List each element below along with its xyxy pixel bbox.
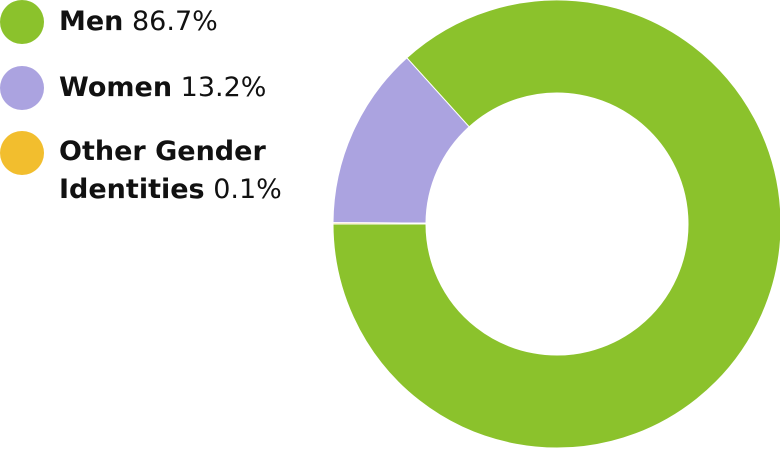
slice-men <box>332 0 780 449</box>
legend-value-other-gender-identities: 0.1% <box>213 174 282 205</box>
legend-item-other-gender-identities: Other Gender Identities 0.1% <box>0 131 299 209</box>
legend-name-women: Women <box>59 72 173 103</box>
legend-value-women: 13.2% <box>180 72 267 103</box>
legend-label-other-gender-identities: Other Gender Identities 0.1% <box>59 133 299 209</box>
legend-name-men: Men <box>59 6 124 37</box>
legend-label-women: Women 13.2% <box>59 69 266 107</box>
legend-swatch-other-gender-identities <box>0 131 44 175</box>
slice-other-gender-identities <box>332 222 427 225</box>
legend-item-men: Men 86.7% <box>0 0 218 44</box>
legend-label-men: Men 86.7% <box>59 3 218 41</box>
legend-value-men: 86.7% <box>132 6 218 37</box>
legend-swatch-women <box>0 66 44 110</box>
legend-name-other-gender-identities: Other Gender Identities <box>59 136 266 205</box>
legend-swatch-men <box>0 0 44 44</box>
legend-item-women: Women 13.2% <box>0 66 266 110</box>
